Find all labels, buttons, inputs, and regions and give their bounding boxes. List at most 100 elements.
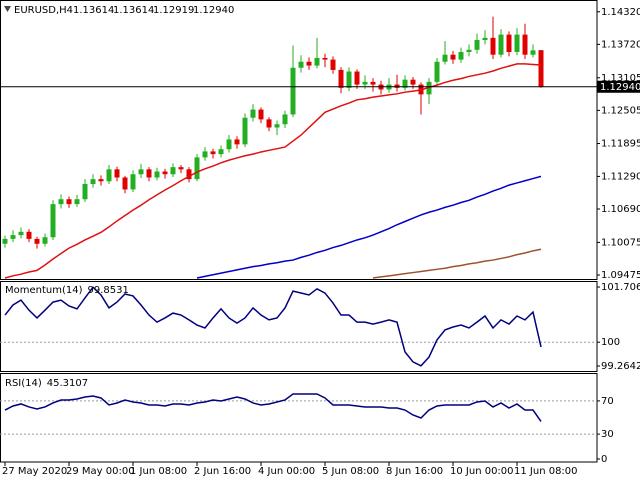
candle-body (514, 34, 520, 52)
candle-body (218, 149, 224, 155)
candle-body (26, 231, 32, 239)
y-tick-label: 1.14320 (601, 7, 640, 18)
candle-body (354, 71, 360, 85)
current-price-label: 1.12940 (600, 82, 640, 93)
ohlc-label: 1.13614 (73, 5, 114, 16)
y-tick-label: 1.11895 (601, 139, 640, 150)
y-tick-label: 100 (601, 337, 620, 348)
candle-body (202, 151, 208, 158)
candle-body (82, 184, 88, 200)
candle-body (146, 169, 152, 178)
candle-body (90, 179, 96, 185)
candle-body (442, 54, 448, 62)
candle-body (98, 179, 104, 182)
y-tick-label: 70 (601, 396, 614, 407)
candle-body (178, 167, 184, 170)
candle-body (266, 119, 272, 128)
momentum-pane (0, 286, 597, 367)
candle-body (242, 117, 248, 145)
x-tick-label: 1 Jun 08:00 (130, 466, 187, 477)
ohlc-label: 1.12940 (193, 5, 234, 16)
candle-body (18, 231, 24, 236)
y-tick-label: 0 (601, 454, 607, 465)
candle-body (122, 177, 128, 190)
candle-body (402, 79, 408, 88)
candle-body (250, 109, 256, 118)
indicator-line (196, 175, 542, 279)
candle-body (130, 174, 136, 190)
candle-body (34, 238, 40, 244)
current-price-box (597, 80, 640, 93)
candle-body (538, 50, 544, 87)
candle-body (346, 71, 352, 88)
candle-body (434, 61, 440, 82)
candle-body (362, 81, 368, 85)
x-tick-label: 11 Jun 08:00 (514, 466, 578, 477)
x-tick-label: 27 May 2020 (2, 466, 67, 477)
x-tick-label: 5 Jun 08:00 (322, 466, 379, 477)
candle-body (450, 54, 456, 60)
candle-body (66, 199, 72, 205)
x-tick-label: 8 Jun 16:00 (386, 466, 443, 477)
candle-body (466, 49, 472, 52)
candle-body (74, 199, 80, 205)
candle-body (306, 61, 312, 66)
candle-body (530, 50, 536, 55)
candle-body (330, 59, 336, 70)
candle-body (370, 81, 376, 85)
candle-body (498, 34, 504, 55)
candle-body (274, 124, 280, 128)
pane-border (0, 0, 598, 280)
x-tick-label: 2 Jun 16:00 (194, 466, 251, 477)
candle-body (186, 169, 192, 180)
indicator-title: RSI(14) (5, 378, 42, 389)
candle-body (506, 34, 512, 52)
indicator-line (372, 248, 542, 279)
candle-body (210, 151, 216, 155)
labels: 1.14320 1.13720 1.13105 1.12505 1.11895 1.112… (2, 5, 640, 477)
candle-body (394, 84, 400, 88)
chart-title: EURUSD,H4 (14, 5, 73, 16)
main-pane (2, 16, 544, 279)
y-tick-label: 1.10690 (601, 204, 640, 215)
candle-body (114, 169, 120, 178)
candle-body (410, 79, 416, 85)
candle-body (42, 237, 48, 244)
indicator-line (4, 286, 542, 367)
indicator-line (4, 393, 542, 422)
y-tick-label: 101.7067 (601, 282, 640, 293)
candle-body (490, 37, 496, 55)
candle-body (50, 204, 56, 238)
y-tick-label: 30 (601, 429, 614, 440)
indicator-value: 45.3107 (47, 378, 88, 389)
candle-body (426, 81, 432, 95)
x-tick-label: 10 Jun 00:00 (450, 466, 514, 477)
indicator-value: 99.8531 (88, 285, 129, 296)
candle-body (10, 235, 16, 239)
y-tick-label: 1.11290 (601, 171, 640, 182)
candle-body (458, 51, 464, 60)
candle-body (58, 199, 64, 205)
candle-body (322, 57, 328, 60)
candle-body (258, 109, 264, 120)
candle-body (474, 40, 480, 50)
candle-body (314, 57, 320, 66)
candle-body (194, 157, 200, 180)
ohlc-label: 1.12919 (153, 5, 194, 16)
pane-border (0, 373, 598, 463)
candle-body (170, 167, 176, 175)
candle-body (282, 114, 288, 125)
y-tick-label: 1.09475 (601, 270, 640, 281)
candle-body (234, 139, 240, 145)
candle-body (290, 67, 296, 115)
y-tick-label: 1.13105 (601, 73, 640, 84)
candle-body (522, 34, 528, 55)
rsi-pane (0, 393, 597, 435)
candle-body (106, 169, 112, 182)
pane-border (0, 281, 598, 372)
candle-body (338, 69, 344, 88)
candle-body (298, 61, 304, 68)
x-tick-label: 4 Jun 00:00 (258, 466, 315, 477)
candle-body (138, 169, 144, 175)
